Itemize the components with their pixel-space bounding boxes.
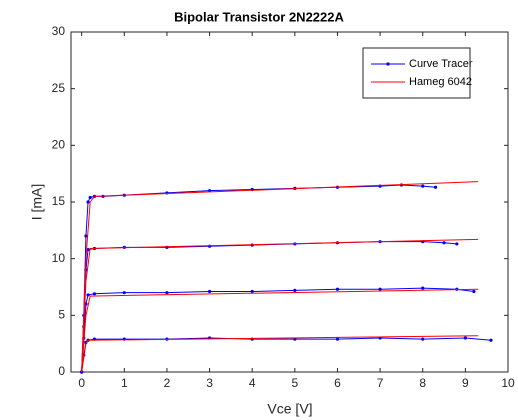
x-axis-label: Vce [V] [267, 401, 312, 417]
x-tick-label: 7 [377, 376, 384, 390]
data-point [92, 292, 97, 296]
data-point [86, 248, 90, 252]
data-point [455, 242, 459, 246]
data-point [293, 288, 297, 292]
y-tick-label: 10 [52, 251, 66, 265]
legend-marker [386, 62, 390, 66]
data-point [442, 241, 446, 245]
chart-title: Bipolar Transistor 2N2222A [174, 9, 344, 24]
data-point [472, 289, 476, 294]
x-tick-label: 3 [206, 376, 213, 390]
series-line [81, 181, 479, 373]
x-tick-label: 4 [249, 376, 256, 390]
legend-box [362, 47, 471, 99]
x-tick-label: 8 [419, 376, 426, 390]
x-tick-label: 6 [334, 376, 341, 390]
data-point [378, 287, 382, 291]
data-point [433, 185, 438, 189]
x-tick-label: 0 [78, 376, 85, 390]
series-line [81, 288, 479, 373]
data-point [122, 291, 126, 295]
data-point [84, 234, 88, 238]
data-point [489, 338, 493, 342]
y-axis-label: I [mA] [29, 184, 45, 221]
y-tick-label: 25 [52, 81, 66, 95]
series-line [81, 335, 479, 373]
y-tick-label: 0 [58, 364, 65, 378]
x-tick-label: 1 [121, 376, 128, 390]
data-point [165, 291, 169, 295]
data-point [86, 200, 90, 204]
y-tick-label: 30 [52, 24, 66, 38]
x-tick-label: 2 [164, 376, 171, 390]
data-point [86, 293, 90, 297]
data-point [421, 337, 425, 341]
x-tick-label: 10 [501, 376, 515, 390]
x-tick-label: 5 [291, 376, 298, 390]
data-point [463, 336, 467, 340]
legend-label: Curve Tracer [409, 58, 473, 70]
y-tick-label: 5 [58, 308, 65, 322]
legend-label: Hameg 6042 [409, 76, 472, 88]
data-point [421, 286, 425, 290]
y-tick-label: 20 [52, 138, 66, 152]
data-point [421, 184, 425, 188]
data-point [335, 337, 340, 341]
series-line [81, 238, 479, 373]
x-tick-label: 9 [462, 376, 469, 390]
data-point [207, 289, 212, 294]
y-tick-label: 15 [52, 194, 66, 208]
data-point [335, 287, 340, 291]
data-point [88, 195, 92, 200]
data-point [250, 289, 254, 294]
